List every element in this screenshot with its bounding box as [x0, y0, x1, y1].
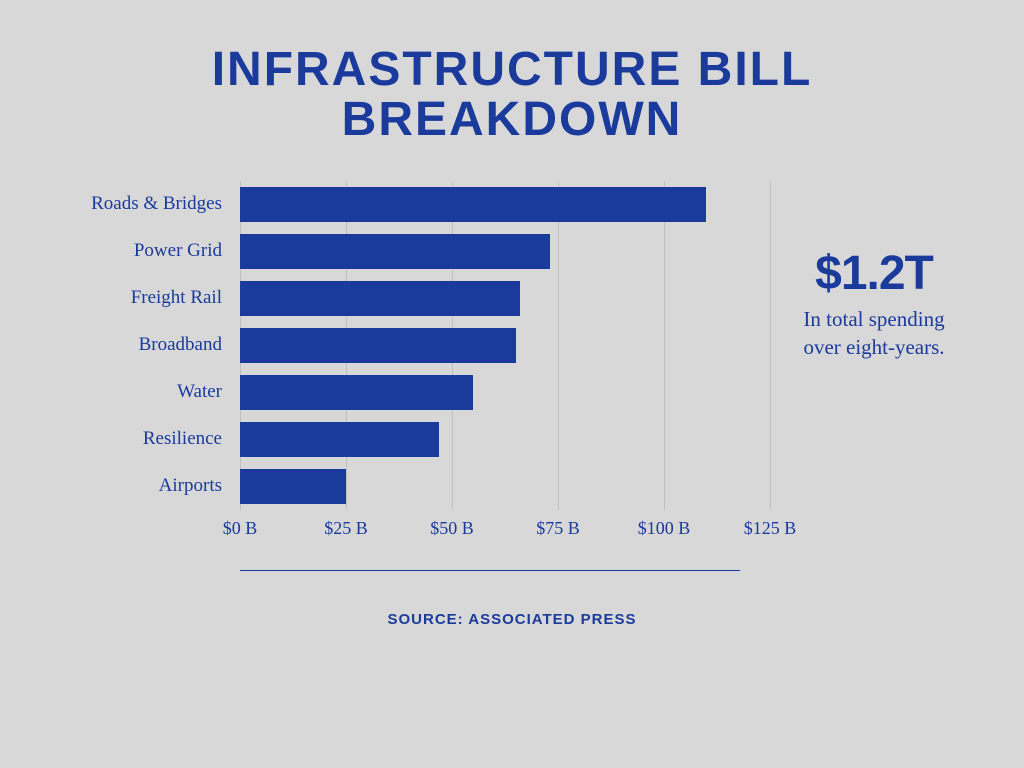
- chart-row: Water: [60, 369, 784, 416]
- chart-row: Airports: [60, 463, 784, 510]
- chart-area: Roads & Bridges Power Grid Freight Rail Bro…: [60, 166, 784, 571]
- bar: [240, 281, 520, 316]
- category-label: Water: [60, 381, 240, 403]
- bar: [240, 422, 439, 457]
- total-spending-text: In total spending over eight-years.: [784, 305, 964, 362]
- x-axis: $0 B$25 B$50 B$75 B$100 B$125 B: [60, 518, 784, 542]
- bar-track: [240, 322, 784, 369]
- chart-row: Resilience: [60, 416, 784, 463]
- x-tick-label: $125 B: [744, 518, 797, 539]
- callout-sidebar: $1.2T In total spending over eight-years…: [784, 166, 964, 571]
- x-tick-label: $100 B: [638, 518, 691, 539]
- chart-row: Broadband: [60, 322, 784, 369]
- total-spending-number: $1.2T: [784, 246, 964, 301]
- bar-track: [240, 369, 784, 416]
- category-label: Airports: [60, 475, 240, 497]
- bar-track: [240, 275, 784, 322]
- chart-row: Power Grid: [60, 228, 784, 275]
- bar-track: [240, 228, 784, 275]
- bar-track: [240, 416, 784, 463]
- x-tick-label: $75 B: [536, 518, 580, 539]
- main-content: Roads & Bridges Power Grid Freight Rail Bro…: [0, 146, 1024, 571]
- x-tick-label: $50 B: [430, 518, 474, 539]
- category-label: Roads & Bridges: [60, 193, 240, 215]
- title-line-1: INFRASTRUCTURE BILL: [0, 45, 1024, 95]
- chart-title: INFRASTRUCTURE BILL BREAKDOWN: [0, 0, 1024, 146]
- x-tick-label: $25 B: [324, 518, 368, 539]
- title-line-2: BREAKDOWN: [0, 95, 1024, 145]
- bar: [240, 469, 346, 504]
- category-label: Resilience: [60, 428, 240, 450]
- category-label: Broadband: [60, 334, 240, 356]
- bar: [240, 328, 516, 363]
- bar: [240, 187, 706, 222]
- category-label: Power Grid: [60, 240, 240, 262]
- bar: [240, 375, 473, 410]
- bars-container: Roads & Bridges Power Grid Freight Rail Bro…: [60, 181, 784, 510]
- bar: [240, 234, 550, 269]
- bar-track: [240, 181, 784, 228]
- chart-row: Freight Rail: [60, 275, 784, 322]
- category-label: Freight Rail: [60, 287, 240, 309]
- x-tick-label: $0 B: [223, 518, 258, 539]
- divider-line: [240, 570, 740, 571]
- chart-row: Roads & Bridges: [60, 181, 784, 228]
- bar-track: [240, 463, 784, 510]
- source-attribution: SOURCE: ASSOCIATED PRESS: [0, 611, 1024, 628]
